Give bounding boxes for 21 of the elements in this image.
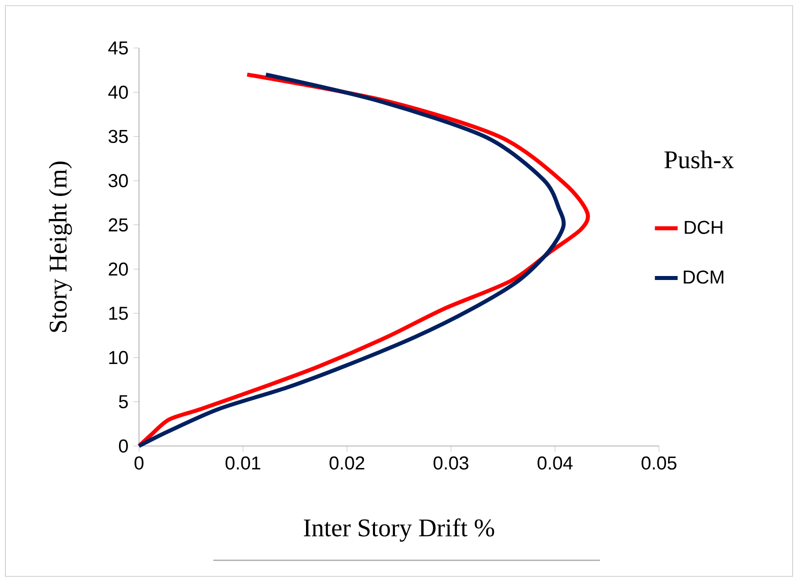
y-tick-label: 30 bbox=[108, 174, 128, 188]
y-tick-label: 15 bbox=[109, 306, 128, 320]
y-tick-label: 35 bbox=[108, 130, 128, 144]
x-tick-label: 0.01 bbox=[226, 456, 260, 470]
x-tick-label: 0.05 bbox=[642, 456, 676, 470]
y-axis-title: Story Height (m) bbox=[48, 162, 72, 332]
y-tick-label: 40 bbox=[108, 86, 128, 99]
x-axis-title: Inter Story Drift % bbox=[304, 518, 494, 542]
y-tick-label: 45 bbox=[108, 41, 128, 55]
x-tick-label: 0.02 bbox=[330, 456, 364, 470]
legend-label: DCH bbox=[684, 220, 722, 234]
text: Push-x bbox=[664, 150, 734, 168]
x-tick-label: 0 bbox=[134, 456, 144, 470]
y-tick-label: 10 bbox=[109, 350, 128, 364]
y-tick-label: 0 bbox=[118, 439, 128, 453]
x-tick-label: 0.03 bbox=[434, 456, 468, 470]
y-tick-label: 5 bbox=[118, 395, 128, 408]
y-tick-label: 25 bbox=[108, 218, 128, 232]
x-tick-label: 0.04 bbox=[538, 456, 573, 470]
y-tick-label: 20 bbox=[108, 262, 128, 276]
legend-label: DCM bbox=[684, 270, 724, 284]
